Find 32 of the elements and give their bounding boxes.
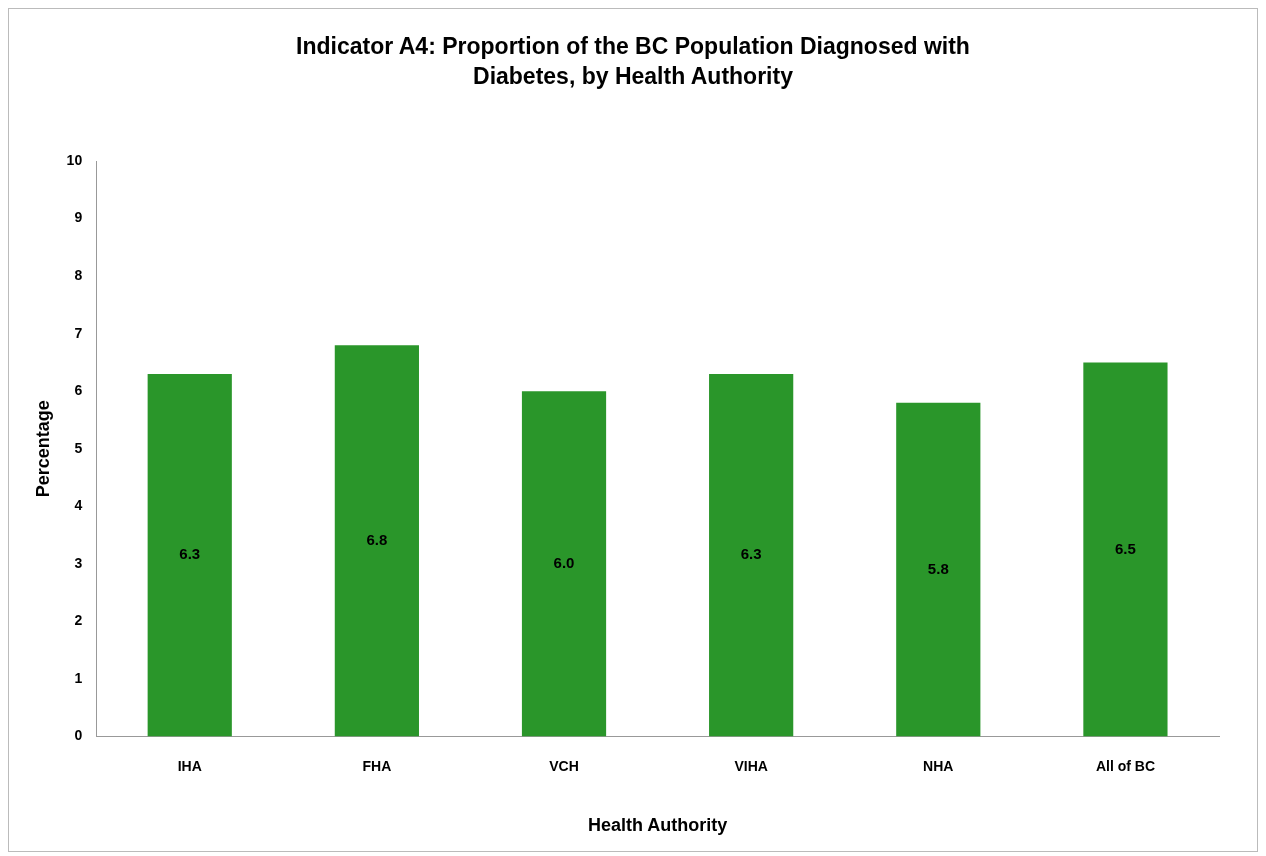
bar xyxy=(709,373,794,737)
x-tick-label: All of BC xyxy=(1095,757,1155,774)
y-tick-label: 1 xyxy=(74,669,83,686)
data-label: 6.5 xyxy=(1115,539,1136,557)
data-label: 6.3 xyxy=(179,545,201,563)
bar xyxy=(521,391,607,737)
y-tick-label: 3 xyxy=(74,554,83,571)
y-tick-label: 4 xyxy=(74,497,83,514)
y-tick-label: 0 xyxy=(74,727,83,744)
y-tick-label: 8 xyxy=(74,266,83,283)
y-axis-title: Percentage xyxy=(32,400,53,498)
bar xyxy=(896,402,981,737)
data-label: 6.3 xyxy=(740,545,762,563)
x-tick-label: NHA xyxy=(923,757,954,774)
y-tick-label: 7 xyxy=(74,324,83,341)
bar xyxy=(1083,362,1168,737)
x-tick-label: VCH xyxy=(549,757,579,774)
chart-title: Indicator A4: Proportion of the BC Population Diagnosed with Diabetes, by Health Authority xyxy=(295,32,971,91)
y-tick-label: 10 xyxy=(66,151,83,168)
data-label: 5.8 xyxy=(927,559,949,577)
y-tick-label: 2 xyxy=(74,612,83,629)
data-label: 6.8 xyxy=(366,531,388,549)
x-tick-label: FHA xyxy=(362,757,392,774)
data-label: 6.0 xyxy=(553,554,575,572)
y-tick-label: 9 xyxy=(74,209,83,226)
y-tick-label: 5 xyxy=(74,439,83,456)
bar xyxy=(334,345,419,737)
x-tick-label: IHA xyxy=(177,757,202,774)
bar xyxy=(147,373,232,737)
x-tick-label: VIHA xyxy=(734,757,768,774)
y-tick-label: 6 xyxy=(74,382,83,399)
x-axis-title: Health Authority xyxy=(587,815,728,836)
